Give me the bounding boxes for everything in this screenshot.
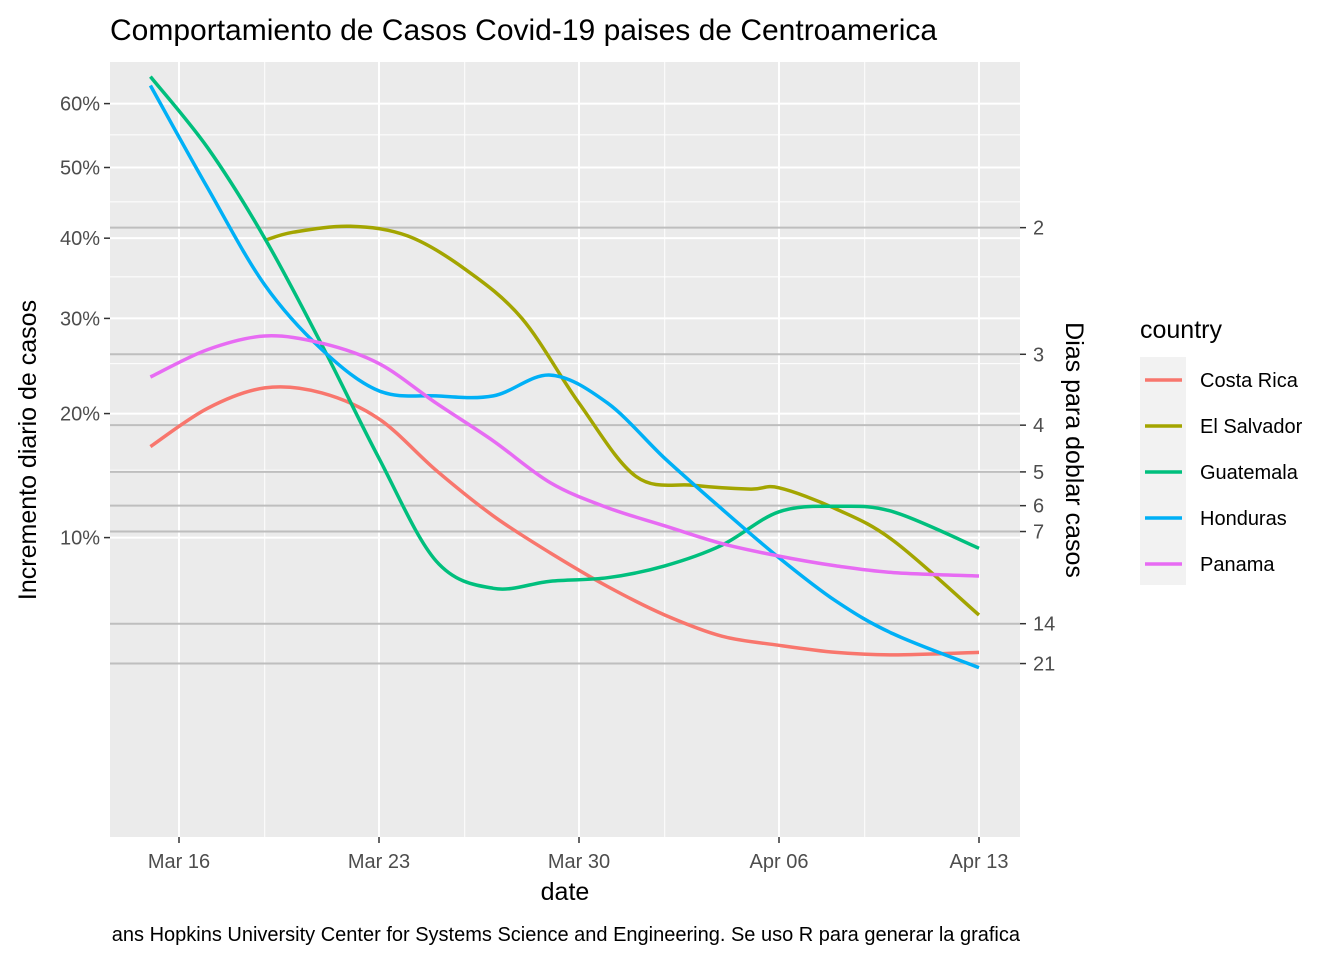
secondary-tick-label: 2 xyxy=(1033,218,1044,240)
x-axis-title: date xyxy=(541,878,590,906)
secondary-tick-label: 7 xyxy=(1033,522,1044,544)
secondary-tick-label: 3 xyxy=(1033,344,1044,366)
legend-label-costa-rica: Costa Rica xyxy=(1200,370,1299,392)
chart-title: Comportamiento de Casos Covid-19 paises … xyxy=(110,14,937,47)
secondary-tick-label: 21 xyxy=(1033,654,1055,676)
y-tick-label: 50% xyxy=(60,158,100,180)
y-tick-label: 20% xyxy=(60,404,100,426)
plot-panel xyxy=(110,62,1020,837)
legend-label-honduras: Honduras xyxy=(1200,508,1287,530)
minor-gridlines xyxy=(110,62,1020,837)
x-tick-label: Apr 13 xyxy=(950,851,1009,873)
x-tick-label: Mar 23 xyxy=(348,851,410,873)
series-line-costa-rica xyxy=(149,385,980,657)
y-tick-label: 30% xyxy=(60,308,100,330)
x-tick-label: Apr 06 xyxy=(750,851,809,873)
legend-title: country xyxy=(1140,316,1222,344)
secondary-axis-ticks: 2 3 4 5 6 7 14 21 xyxy=(1020,218,1055,676)
x-tick-label: Mar 30 xyxy=(548,851,610,873)
secondary-tick-label: 4 xyxy=(1033,415,1044,437)
legend-items: Costa Rica El Salvador Guatemala Honduras Pa… xyxy=(1145,370,1303,576)
legend: country Costa Rica El Salvador Guatemala Ho… xyxy=(1140,316,1303,585)
series-line-guatemala xyxy=(149,75,980,591)
series-line-honduras xyxy=(148,84,980,670)
major-gridlines xyxy=(110,62,1020,837)
y-tick-label: 10% xyxy=(60,528,100,550)
series-line-panama xyxy=(149,334,980,578)
legend-label-panama: Panama xyxy=(1200,554,1275,576)
secondary-tick-label: 5 xyxy=(1033,462,1044,484)
series-lines xyxy=(148,75,981,670)
legend-label-el-salvador: El Salvador xyxy=(1200,416,1303,438)
legend-label-guatemala: Guatemala xyxy=(1200,462,1299,484)
x-axis-ticks: Mar 16 Mar 23 Mar 30 Apr 06 Apr 13 xyxy=(148,837,1009,873)
secondary-tick-label: 6 xyxy=(1033,496,1044,518)
y-tick-label: 60% xyxy=(60,94,100,116)
secondary-axis-title: Dias para doblar casos xyxy=(1060,322,1088,578)
y-axis-ticks: 10% 20% 30% 40% 50% 60% xyxy=(60,94,110,550)
x-tick-label: Mar 16 xyxy=(148,851,210,873)
secondary-tick-label: 14 xyxy=(1033,614,1055,636)
y-tick-label: 40% xyxy=(60,228,100,250)
series-line-el-salvador xyxy=(264,224,981,617)
y-axis-title: Incremento diario de casos xyxy=(14,300,42,600)
caption: ans Hopkins University Center for System… xyxy=(112,924,1021,946)
